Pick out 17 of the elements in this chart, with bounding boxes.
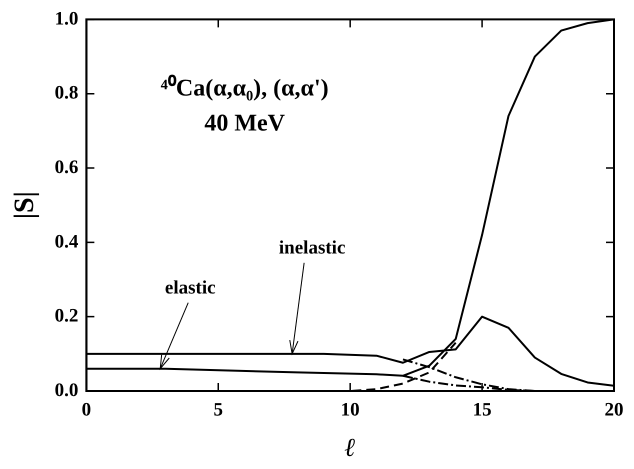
y-tick-label: 1.0 (54, 8, 78, 30)
text: 40 MeV (204, 110, 286, 137)
x-tick-label: 0 (82, 399, 92, 420)
x-tick-label: 10 (340, 399, 360, 420)
y-tick-label: 0.8 (54, 82, 78, 104)
y-tick-label: 0.0 (54, 380, 78, 401)
x-tick-label: 20 (604, 399, 624, 420)
y-axis-title: |S| (9, 191, 40, 220)
annotation: elastic (164, 278, 216, 299)
y-tick-label: 0.6 (54, 156, 78, 178)
x-axis-title: ℓ (344, 433, 356, 462)
y-tick-label: 0.4 (54, 231, 79, 252)
x-tick-label: 15 (472, 399, 492, 420)
text: ⁴⁰Ca(α,α₀), (α,α') (160, 74, 329, 102)
y-tick-label: 0.2 (54, 306, 78, 327)
x-tick-label: 5 (214, 399, 224, 420)
annotation: inelastic (278, 238, 346, 259)
